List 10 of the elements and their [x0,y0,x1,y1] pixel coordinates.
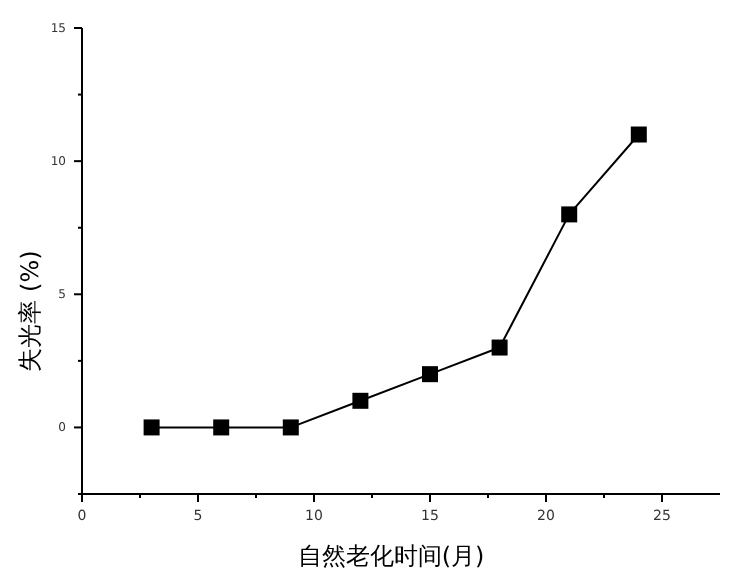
point [422,366,438,383]
x-axis-title: 自然老化时间(月) [297,542,485,570]
y-axis-title: 失光率 (%) [16,250,44,372]
point [630,126,647,143]
point [213,419,230,436]
point [143,419,160,436]
point [352,392,369,409]
point [561,206,578,223]
point [282,419,299,436]
point [491,339,508,356]
